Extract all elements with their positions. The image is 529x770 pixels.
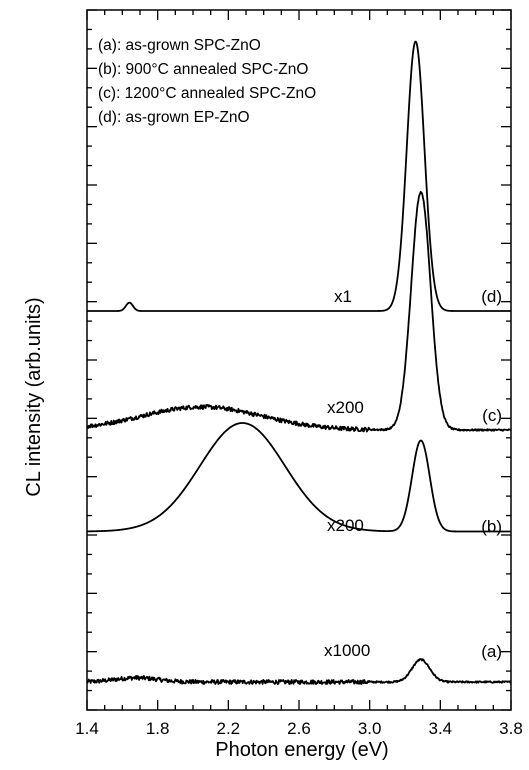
y-axis-label: CL intensity (arb.units) (23, 297, 45, 496)
x-tick-label: 3.8 (499, 719, 523, 738)
legend-entry: (c): 1200°C annealed SPC-ZnO (98, 85, 316, 102)
multiplier-label: x200 (327, 516, 364, 535)
x-tick-label: 1.8 (146, 719, 170, 738)
multiplier-label: x1000 (324, 641, 370, 660)
curve-label: (b) (481, 517, 502, 536)
multiplier-label: x1 (334, 287, 352, 306)
spectrum-line-b (86, 422, 512, 533)
curve-label: (a) (481, 642, 502, 661)
x-tick-label: 2.6 (287, 719, 311, 738)
plot-frame (86, 9, 512, 711)
spectrum-line-a (86, 658, 512, 685)
curve-labels: x1000 (a) x200 (b) x200 (c) x1 (d) (324, 287, 502, 661)
x-tick-labels: 1.4 1.8 2.2 2.6 3.0 3.4 3.8 (75, 719, 523, 738)
x-tick-label: 1.4 (75, 719, 99, 738)
x-tick-label: 2.2 (217, 719, 241, 738)
legend-entry: (a): as-grown SPC-ZnO (98, 37, 261, 54)
spectrum-line-d (86, 40, 512, 312)
multiplier-label: x200 (327, 398, 364, 417)
legend-entry: (b): 900°C annealed SPC-ZnO (98, 61, 308, 78)
legend-entry: (d): as-grown EP-ZnO (98, 109, 250, 126)
x-tick-label: 3.0 (358, 719, 382, 738)
curve-label: (c) (482, 406, 502, 425)
spectrum-curves (86, 40, 512, 685)
curve-label: (d) (481, 287, 502, 306)
x-axis-label: Photon energy (eV) (215, 739, 388, 761)
x-tick-label: 3.4 (429, 719, 453, 738)
legend: (a): as-grown SPC-ZnO (b): 900°C annealed… (98, 37, 316, 126)
spectrum-line-c (86, 190, 512, 433)
